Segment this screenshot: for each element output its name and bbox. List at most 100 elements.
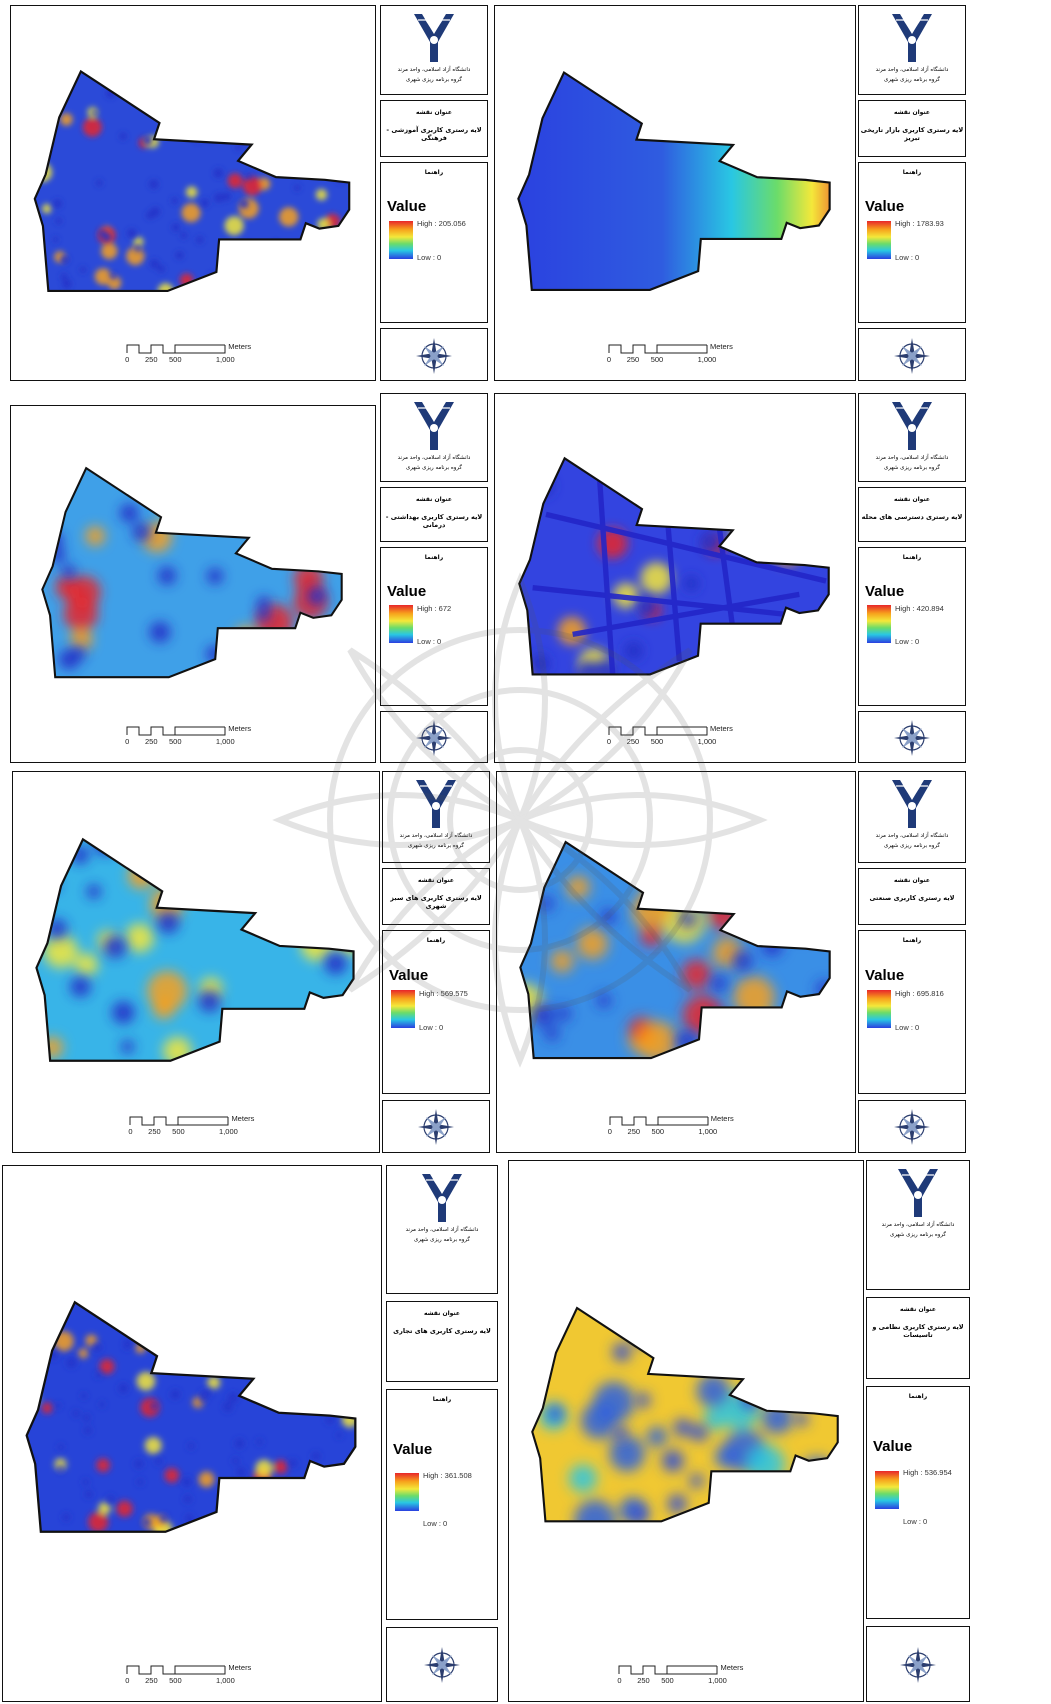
raster-cell — [149, 179, 159, 189]
scale-tick-label: 1,000 — [216, 1676, 235, 1685]
raster-cell — [161, 480, 191, 510]
raster-cell — [63, 596, 99, 632]
raster-cell — [135, 847, 160, 872]
raster-cell — [626, 1307, 656, 1333]
university-name: دانشگاه آزاد اسلامی، واحد مرند — [881, 1222, 955, 1228]
raster-cell — [761, 1402, 793, 1434]
raster-cell — [228, 1392, 238, 1403]
raster-cell — [235, 144, 242, 151]
raster-cell — [123, 1342, 131, 1350]
legend-heading: راهنما — [908, 1392, 928, 1400]
map-frame: 0 250 500 1,000 Meters — [2, 1165, 382, 1702]
raster-cell — [144, 1316, 154, 1326]
legend-low-label: Low : 0 — [895, 253, 920, 263]
raster-cell — [557, 616, 586, 646]
university-name: دانشگاه آزاد اسلامی، واحد مرند — [397, 455, 471, 461]
map-title-box: عنوان نقشه لایه رستری کاربری بهداشتی - در… — [380, 486, 488, 543]
north-arrow-box — [380, 328, 488, 381]
raster-cell — [224, 252, 235, 262]
raster-cell — [239, 199, 249, 209]
raster-cell — [270, 644, 285, 659]
raster-cell — [155, 1457, 163, 1465]
raster-cell — [612, 1425, 628, 1441]
raster-cell — [199, 853, 229, 882]
raster-cell — [60, 273, 68, 280]
scale-bar: 0 250 500 1,000 Meters — [123, 1663, 263, 1687]
raster-cell — [98, 229, 107, 239]
raster-cell — [213, 168, 224, 179]
raster-cell — [198, 1471, 215, 1488]
raster-cell — [711, 975, 728, 992]
raster-cell — [55, 217, 62, 225]
raster-cell — [50, 547, 66, 564]
raster-cell — [157, 911, 180, 934]
raster-cell — [519, 659, 532, 675]
raster-cell — [626, 469, 648, 492]
raster-cell — [336, 1432, 343, 1439]
raster-cell — [307, 586, 327, 606]
raster-cell — [279, 1390, 286, 1397]
raster-cell — [699, 502, 715, 519]
raster-cell — [95, 179, 103, 187]
raster-base — [518, 72, 830, 291]
legend-color-ramp — [875, 1470, 899, 1509]
raster-cell — [257, 272, 264, 279]
raster-cell — [286, 101, 303, 118]
raster-cell — [816, 980, 830, 998]
legend-value-label: Value — [865, 583, 905, 601]
scale-unit-label: Meters — [231, 1114, 255, 1123]
legend-heading: راهنما — [902, 168, 922, 176]
university-logo-icon — [414, 402, 454, 450]
raster-map — [25, 1300, 357, 1533]
department-name: گروه برنامه ریزی شهری — [407, 843, 465, 849]
raster-cell — [346, 1307, 356, 1318]
raster-cell — [60, 255, 70, 265]
raster-cell — [200, 199, 210, 208]
raster-cell — [136, 468, 176, 495]
raster-cell — [622, 468, 641, 486]
map-title-box: عنوان نقشه لایه رستری کاربری بازار تاریخی… — [858, 100, 966, 157]
legend-heading: راهنما — [424, 554, 444, 562]
raster-cell — [717, 1022, 732, 1037]
raster-cell — [85, 526, 106, 547]
raster-cell — [88, 1511, 109, 1532]
raster-cell — [136, 1371, 156, 1391]
legend-box: راهنما Value High : 205.056 Low : 0 — [380, 161, 488, 324]
raster-base — [34, 71, 350, 292]
raster-cell — [187, 1442, 195, 1450]
raster-cell — [681, 959, 712, 990]
map-title-heading: عنوان نقشه — [424, 1310, 460, 1318]
legend-heading: راهنما — [902, 937, 922, 945]
scale-tick-label: 250 — [626, 737, 640, 746]
study-area-boundary — [35, 837, 355, 1062]
map-title-box: عنوان نقشه لایه رستری دسترسی های محله — [858, 486, 966, 543]
raster-cell — [62, 279, 72, 289]
raster-cell — [311, 1451, 321, 1461]
raster-cell — [99, 1401, 106, 1408]
map-title-box: عنوان نقشه لایه رستری کاربری نظامی و تاسی… — [866, 1297, 970, 1379]
scale-tick-label: 1,000 — [215, 737, 235, 746]
north-arrow-compass-icon — [416, 337, 452, 374]
institution-box: دانشگاه آزاد اسلامی، واحد مرند گروه برنام… — [380, 393, 488, 482]
map-title: لایه رستری کاربری های تجاری — [393, 1327, 491, 1336]
raster-cell — [170, 1389, 181, 1400]
raster-cell — [211, 1302, 223, 1311]
raster-cell — [211, 93, 228, 111]
raster-cell — [556, 1006, 571, 1022]
raster-cell — [640, 562, 673, 595]
scale-tick-label: 0 — [606, 737, 612, 746]
raster-cell — [254, 267, 269, 282]
scale-tick-label: 0 — [125, 737, 130, 746]
raster-cell — [661, 1449, 684, 1472]
map-frame: 0 250 500 1,000 Meters — [10, 5, 376, 381]
raster-cell — [640, 925, 662, 947]
raster-cell — [159, 108, 169, 118]
raster-cell — [185, 186, 198, 199]
north-arrow-box — [386, 1626, 498, 1702]
institution-box: دانشگاه آزاد اسلامی، واحد مرند گروه برنام… — [866, 1160, 970, 1291]
legend-high-label: High : 672 — [417, 603, 452, 613]
scale-unit-label: Meters — [709, 724, 733, 733]
raster-cell — [106, 1495, 115, 1504]
raster-cell — [92, 1342, 102, 1352]
raster-cell — [576, 928, 608, 960]
